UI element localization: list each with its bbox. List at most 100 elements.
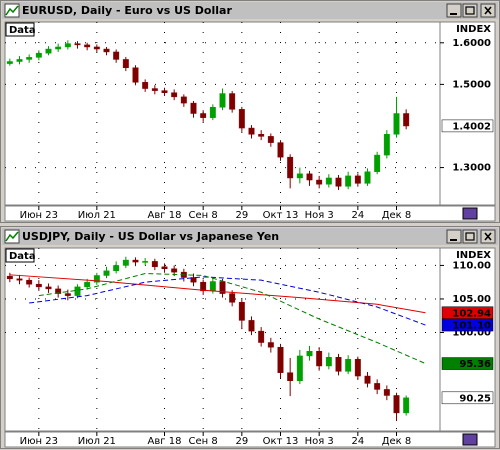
panel-label-box	[5, 22, 35, 37]
price-marker	[441, 318, 494, 332]
candle-body	[238, 302, 245, 321]
candle-body	[74, 286, 81, 296]
candle-body	[296, 355, 303, 381]
candle-body	[64, 43, 71, 48]
x-tick-label: Сен 8	[189, 210, 218, 221]
candle-body	[132, 259, 139, 263]
scroll-icon[interactable]	[462, 433, 478, 446]
candle-body	[103, 270, 110, 276]
candle-body	[287, 372, 294, 381]
candle-body	[93, 275, 100, 283]
moving-average	[38, 272, 426, 365]
candle-body	[335, 357, 342, 372]
time-axis	[4, 205, 496, 222]
candle-body	[190, 277, 197, 283]
candle-body	[267, 136, 274, 143]
candle-body	[354, 175, 361, 184]
window-title: EURUSD, Daily - Euro vs US Dollar	[22, 4, 232, 17]
x-tick-label: Ноя 3	[305, 436, 334, 447]
plot-area	[4, 21, 441, 206]
candle-body	[161, 266, 168, 270]
x-tick-label: Ноя 3	[305, 210, 334, 221]
candle-body	[296, 173, 303, 179]
candle-body	[335, 177, 342, 187]
price-marker	[441, 306, 494, 320]
candle-body	[374, 383, 381, 390]
candle-body	[84, 44, 91, 48]
scroll-icon[interactable]	[462, 207, 478, 220]
candle-body	[180, 96, 187, 104]
candle-body	[306, 350, 313, 357]
candle-body	[248, 320, 255, 332]
candle-body	[383, 389, 390, 396]
candle-body	[64, 293, 71, 296]
y-tick-label: 105.00	[452, 294, 491, 305]
candle-body	[122, 259, 129, 266]
candle-body	[374, 154, 381, 172]
candle-body	[200, 281, 207, 292]
x-tick-label: Окт 13	[263, 210, 299, 221]
title-bar	[2, 2, 498, 19]
y-tick-label: 1.5000	[452, 79, 491, 90]
title-icon-line	[5, 5, 19, 16]
candle-body	[316, 179, 323, 185]
candle-body	[209, 107, 216, 118]
candle-body	[229, 293, 236, 303]
moving-average	[29, 276, 426, 326]
candle-body	[287, 156, 294, 179]
maximize-glyph	[465, 232, 475, 241]
x-tick-label: Авг 18	[148, 436, 182, 447]
candle-body	[122, 59, 129, 69]
index-label: INDEX	[456, 24, 491, 35]
candle-body	[142, 82, 149, 89]
candle-body	[35, 52, 42, 58]
candle-body	[190, 102, 197, 114]
x-tick-label: Июн 23	[20, 210, 58, 221]
candle-body	[345, 175, 352, 187]
minimize-button[interactable]	[446, 229, 462, 244]
candle-body	[6, 275, 13, 280]
maximize-button[interactable]	[462, 3, 478, 18]
candle-body	[45, 48, 52, 54]
y-tick-label: 1.3000	[452, 163, 491, 174]
plot-area	[4, 247, 441, 432]
moving-average	[9, 274, 426, 314]
x-tick-label: 24	[351, 210, 364, 221]
candle-body	[267, 342, 274, 348]
candle-body	[229, 93, 236, 110]
panel-label-box	[5, 248, 35, 263]
x-tick-label: Дек 8	[382, 436, 412, 447]
x-tick-label: Дек 8	[382, 210, 412, 221]
minimize-button[interactable]	[446, 3, 462, 18]
candle-body	[238, 109, 245, 129]
y-tick-label: 1.6000	[452, 38, 491, 49]
candle-body	[393, 395, 400, 414]
index-badge	[444, 24, 491, 33]
time-axis	[4, 431, 496, 448]
candle-body	[132, 67, 139, 83]
candle-body	[364, 171, 371, 184]
price-marker-label: 1.4002	[452, 121, 491, 132]
candle-body	[403, 397, 410, 414]
candle-body	[306, 173, 313, 181]
candle-body	[393, 113, 400, 135]
candle-body	[200, 113, 207, 118]
x-tick-label: 29	[235, 210, 248, 221]
candle-body	[151, 261, 158, 268]
candle-body	[277, 142, 284, 158]
candle-body	[55, 288, 62, 294]
candle-body	[84, 281, 91, 288]
panel-label: Data	[9, 25, 36, 36]
price-marker	[441, 357, 494, 370]
x-tick-label: Июл 21	[78, 210, 116, 221]
maximize-button[interactable]	[462, 229, 478, 244]
x-tick-label: Авг 18	[148, 210, 182, 221]
x-tick-label: Окт 13	[263, 436, 299, 447]
candle-body	[26, 279, 33, 285]
window-title: USDJPY, Daily - US Dollar vs Japanese Ye…	[22, 230, 279, 243]
candle-body	[16, 59, 23, 62]
candle-body	[45, 286, 52, 290]
price-marker-label: 102.94	[452, 308, 491, 319]
candle-body	[171, 92, 178, 98]
candle-body	[142, 261, 149, 263]
